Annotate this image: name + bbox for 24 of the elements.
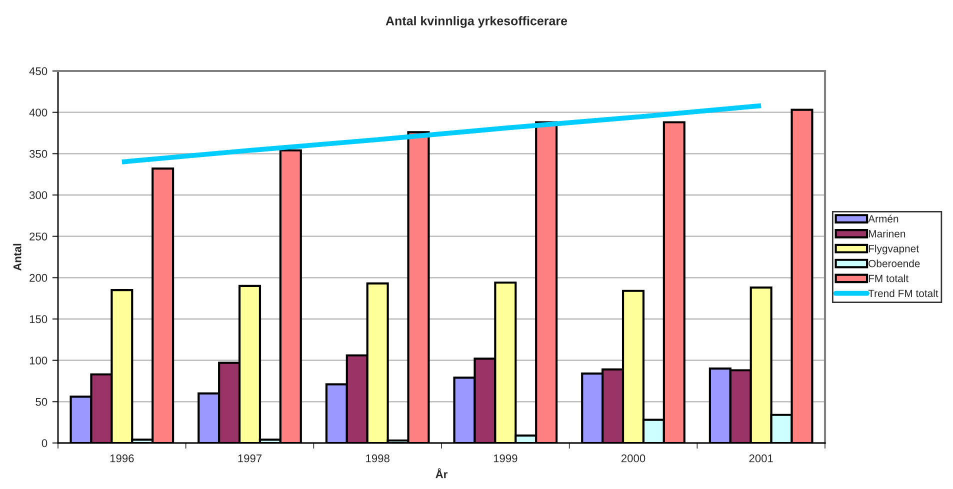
x-tick-label: 1997 xyxy=(238,454,262,462)
x-tick-label: 1996 xyxy=(110,454,134,462)
y-tick-label: 350 xyxy=(29,150,48,158)
y-tick-label: 0 xyxy=(42,439,48,448)
y-tick-label: 250 xyxy=(30,232,48,240)
legend-label: FM totalt xyxy=(868,274,909,282)
y-tick-label: 50 xyxy=(36,398,48,406)
x-tick-label: 2000 xyxy=(621,454,646,462)
legend-label: Marinen xyxy=(868,230,906,238)
legend-label: Armén xyxy=(868,214,898,222)
x-tick-label: 1999 xyxy=(494,454,518,462)
y-tick-label: 300 xyxy=(29,191,48,200)
x-tick-label: 2001 xyxy=(749,454,773,462)
legend-label: Flygvapnet xyxy=(868,244,919,254)
legend-label: Oberoende xyxy=(868,260,920,268)
x-axis-title: År xyxy=(436,468,448,478)
x-tick-label: 1998 xyxy=(366,454,390,462)
y-tick-label: 200 xyxy=(30,274,48,282)
y-tick-label: 100 xyxy=(30,356,48,364)
y-tick-label: 150 xyxy=(30,315,48,324)
y-tick-label: 400 xyxy=(29,108,48,116)
chart-title: Antal kvinnliga yrkesofficerare xyxy=(386,16,568,28)
y-axis-title: Antal xyxy=(13,244,22,271)
y-tick-label: 450 xyxy=(29,67,48,76)
